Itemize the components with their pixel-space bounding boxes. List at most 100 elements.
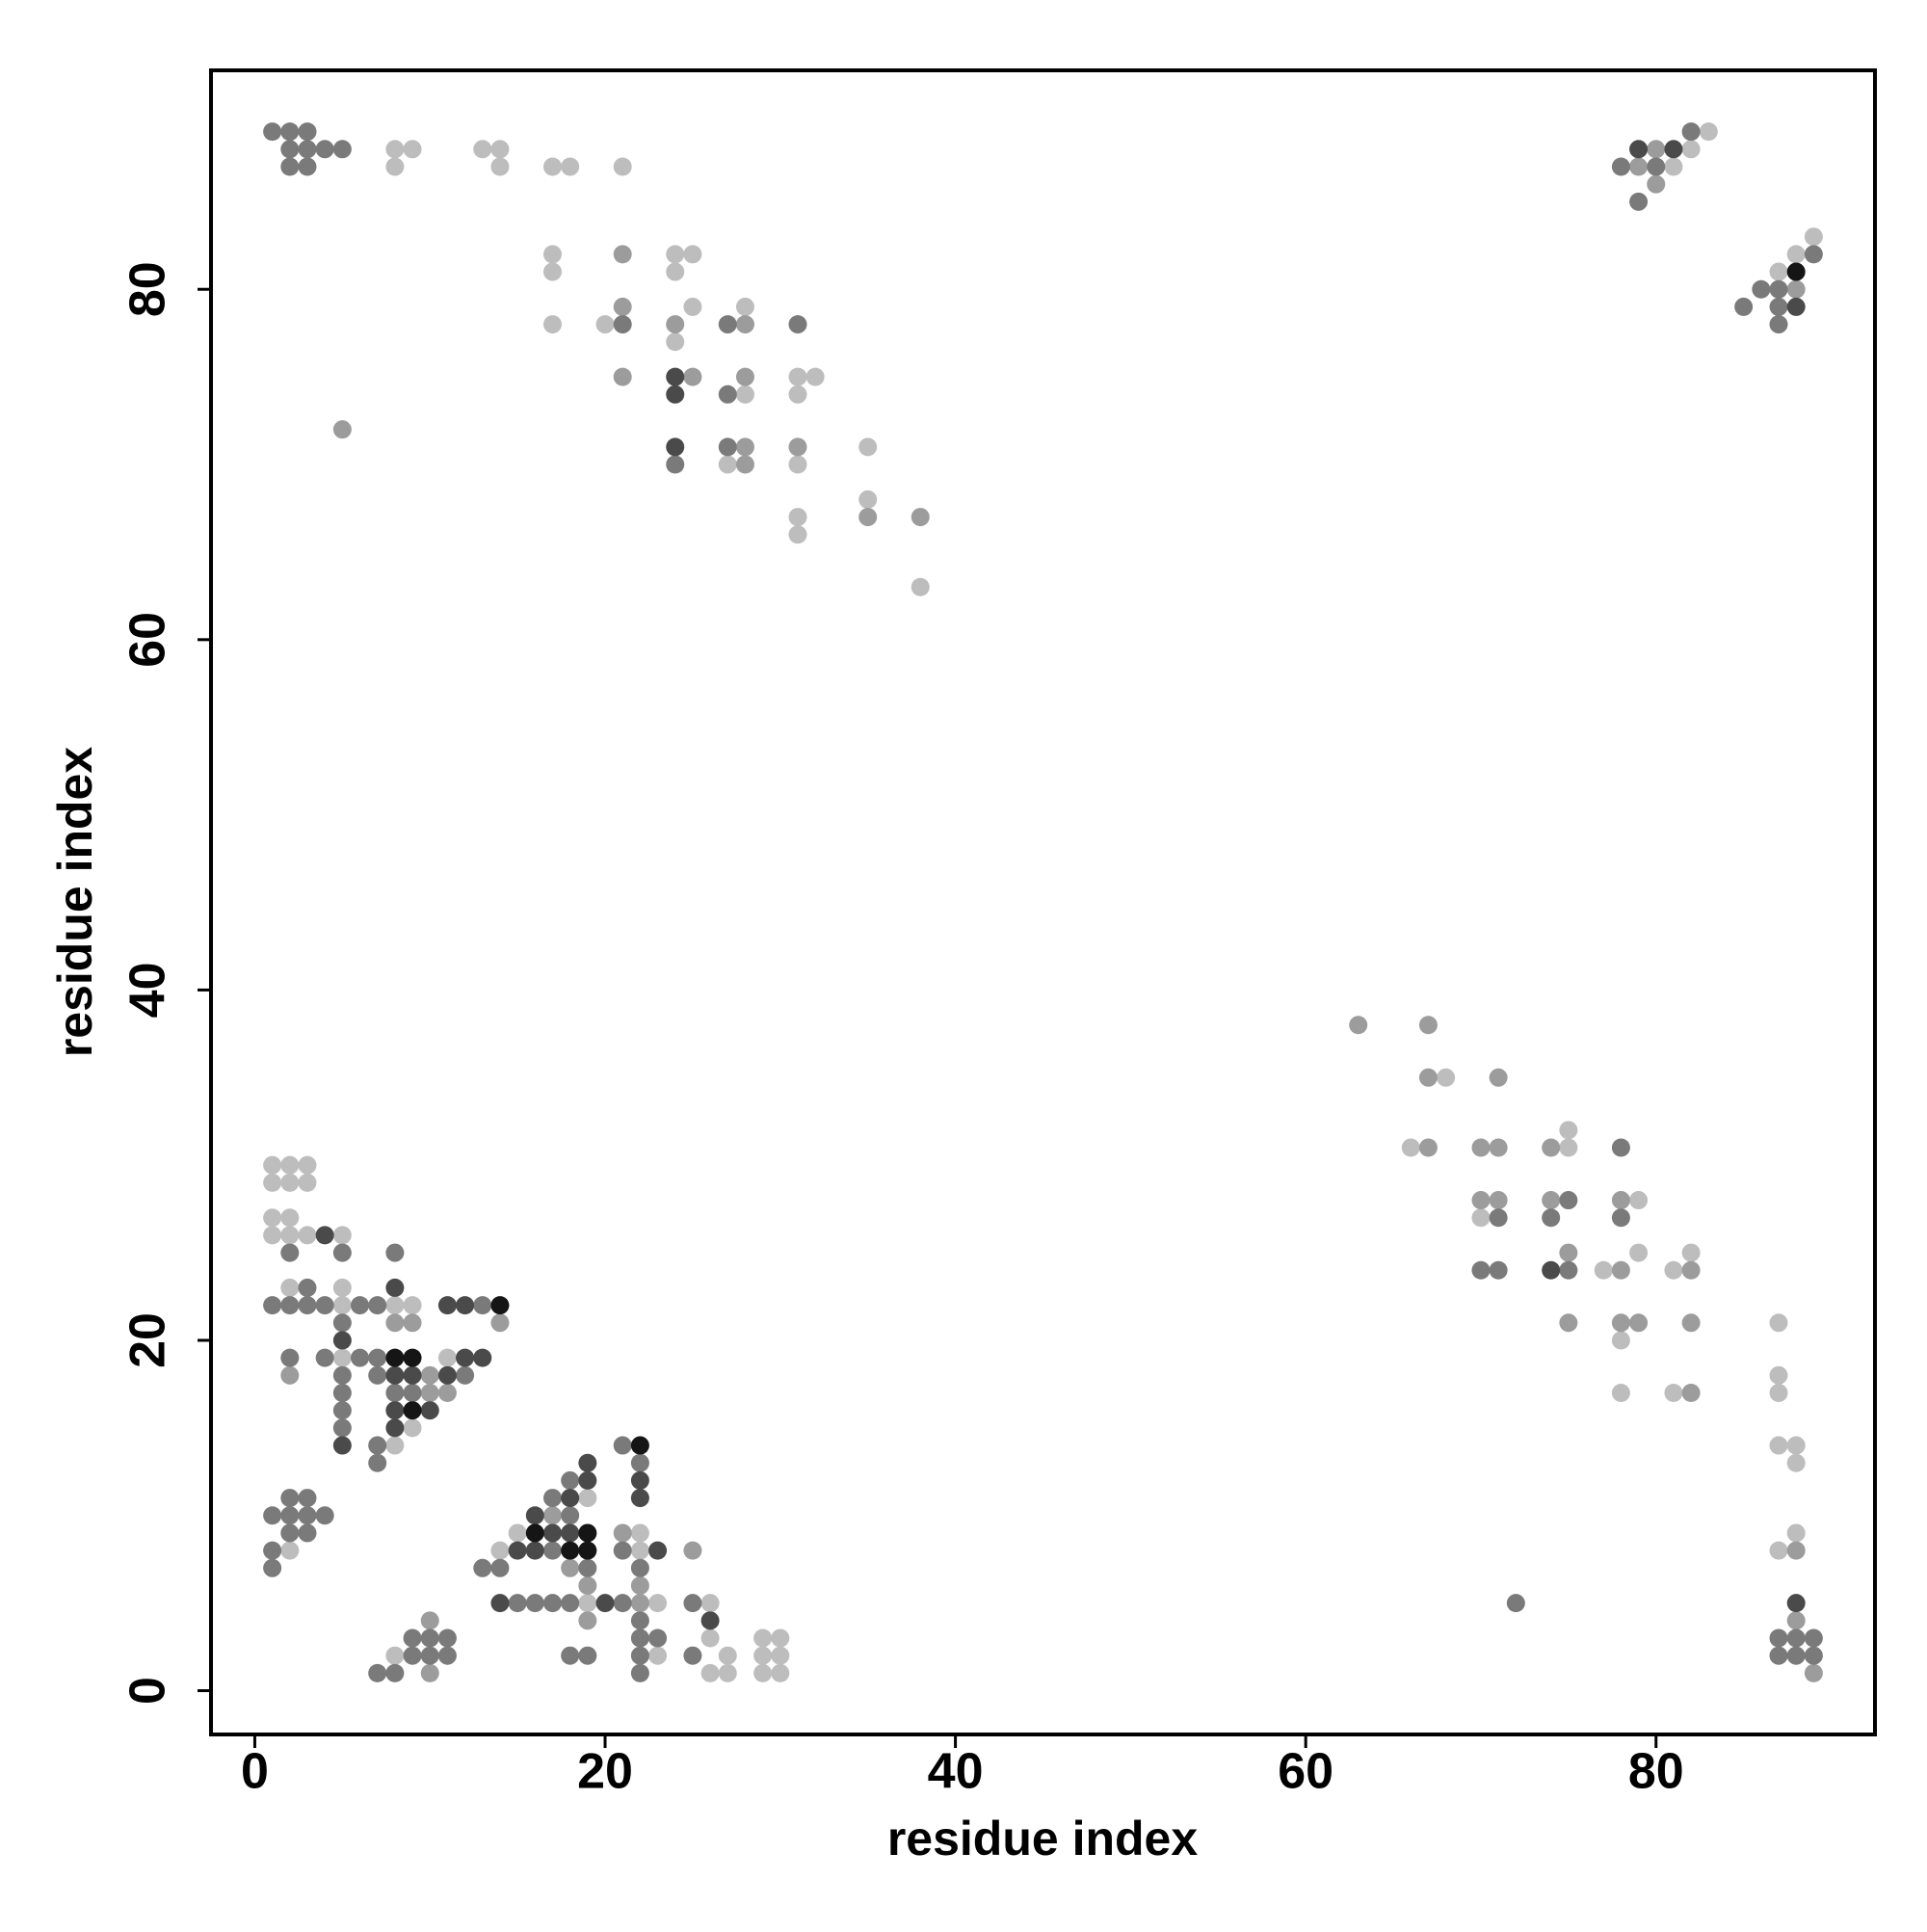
scatter-point	[1786, 1453, 1806, 1472]
scatter-point	[630, 1663, 649, 1682]
scatter-point	[666, 367, 685, 386]
scatter-point	[1647, 140, 1666, 159]
scatter-point	[595, 315, 615, 334]
scatter-point	[1681, 1243, 1701, 1262]
scatter-point	[578, 1470, 597, 1490]
scatter-point	[1611, 1191, 1630, 1210]
scatter-point	[1349, 1016, 1368, 1035]
scatter-point	[403, 1313, 422, 1333]
scatter-point	[298, 1173, 317, 1192]
scatter-point	[1664, 1260, 1683, 1280]
scatter-point	[718, 437, 737, 457]
scatter-point	[332, 1331, 352, 1350]
scatter-point	[1786, 262, 1806, 281]
scatter-point	[263, 1541, 282, 1560]
scatter-point	[578, 1453, 597, 1472]
scatter-point	[1804, 245, 1823, 264]
scatter-point	[298, 1278, 317, 1297]
scatter-point	[368, 1663, 387, 1682]
scatter-point	[490, 140, 510, 159]
scatter-point	[525, 1523, 544, 1543]
scatter-point	[525, 1541, 544, 1560]
scatter-point	[788, 455, 807, 474]
scatter-point	[263, 1296, 282, 1315]
scatter-point	[683, 1541, 702, 1560]
scatter-point	[753, 1628, 773, 1648]
scatter-point	[1611, 1313, 1630, 1333]
scatter-point	[666, 262, 685, 281]
scatter-point	[1437, 1068, 1456, 1087]
scatter-point	[718, 455, 737, 474]
scatter-point	[1611, 1384, 1630, 1403]
scatter-point	[788, 384, 807, 404]
x-tick-label: 20	[577, 1744, 633, 1800]
scatter-point	[1804, 1663, 1823, 1682]
scatter-point	[700, 1628, 720, 1648]
scatter-point	[437, 1628, 457, 1648]
scatter-point	[858, 508, 878, 527]
scatter-point	[1542, 1191, 1561, 1210]
scatter-point	[473, 1558, 492, 1577]
scatter-point	[630, 1436, 649, 1455]
scatter-point	[666, 332, 685, 352]
scatter-point	[280, 122, 300, 142]
scatter-point	[473, 1348, 492, 1367]
scatter-point	[298, 1489, 317, 1508]
scatter-point	[280, 1243, 300, 1262]
scatter-point	[561, 1489, 580, 1508]
scatter-point	[1629, 157, 1649, 176]
scatter-point	[1506, 1594, 1525, 1613]
scatter-point	[263, 1208, 282, 1228]
scatter-point	[1629, 1243, 1649, 1262]
scatter-point	[1786, 279, 1806, 299]
scatter-point	[718, 384, 737, 404]
scatter-point	[1769, 1628, 1788, 1648]
x-tick-label: 60	[1278, 1744, 1333, 1800]
scatter-point	[332, 1296, 352, 1315]
scatter-point	[385, 140, 405, 159]
scatter-point	[1786, 1646, 1806, 1665]
scatter-point	[1489, 1208, 1508, 1228]
scatter-point	[1786, 1523, 1806, 1543]
scatter-point	[437, 1384, 457, 1403]
scatter-point	[490, 1558, 510, 1577]
scatter-point	[298, 1506, 317, 1525]
y-tick-label: 40	[120, 962, 176, 1018]
scatter-point	[332, 140, 352, 159]
scatter-point	[1489, 1260, 1508, 1280]
scatter-point	[315, 1348, 334, 1367]
scatter-point	[613, 1436, 632, 1455]
scatter-point	[578, 1575, 597, 1595]
scatter-point	[1769, 1541, 1788, 1560]
scatter-point	[1769, 279, 1788, 299]
scatter-point	[351, 1296, 370, 1315]
scatter-point	[630, 1611, 649, 1630]
scatter-point	[280, 1541, 300, 1560]
scatter-point	[473, 1296, 492, 1315]
scatter-point	[368, 1365, 387, 1385]
scatter-point	[1681, 1313, 1701, 1333]
scatter-point	[613, 1523, 632, 1543]
scatter-point	[280, 1296, 300, 1315]
scatter-point	[403, 1628, 422, 1648]
scatter-point	[385, 1365, 405, 1385]
scatter-point	[263, 1558, 282, 1577]
scatter-point	[490, 1541, 510, 1560]
scatter-point	[280, 1506, 300, 1525]
scatter-point	[561, 157, 580, 176]
scatter-point	[542, 1523, 562, 1543]
scatter-point	[368, 1348, 387, 1367]
scatter-point	[525, 1506, 544, 1525]
scatter-point	[1611, 157, 1630, 176]
scatter-point	[858, 437, 878, 457]
scatter-point	[280, 1365, 300, 1385]
scatter-point	[735, 297, 754, 316]
scatter-point	[420, 1401, 439, 1420]
scatter-point	[368, 1453, 387, 1472]
scatter-point	[1559, 1121, 1578, 1140]
scatter-point	[368, 1296, 387, 1315]
scatter-point	[490, 1313, 510, 1333]
scatter-point	[298, 1296, 317, 1315]
scatter-point	[595, 1594, 615, 1613]
